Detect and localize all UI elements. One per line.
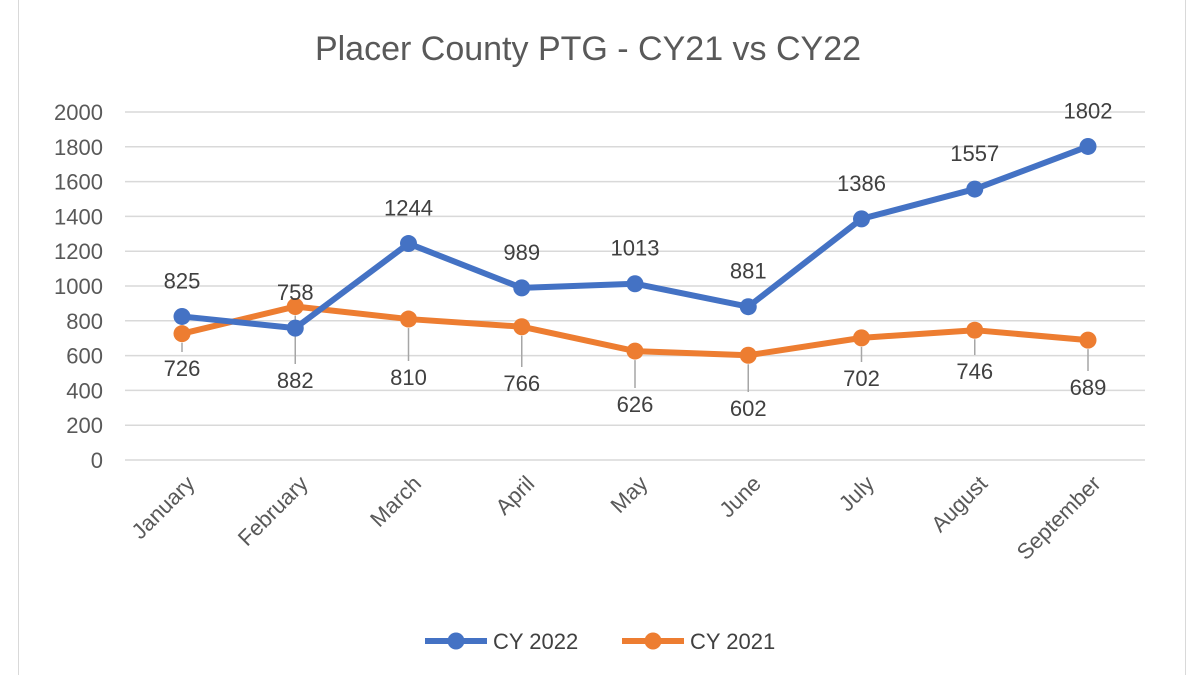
data-point [626,342,644,360]
data-label: 882 [277,368,314,393]
data-point [173,307,191,325]
y-tick-label: 2000 [54,100,103,125]
data-label: 1386 [837,171,886,196]
data-point [966,180,984,198]
data-point [1079,137,1097,155]
chart-title: Placer County PTG - CY21 vs CY22 [315,30,861,68]
y-axis: 0 200 400 600 800 1000 1200 1400 1600 1800 2000 [54,100,103,473]
legend: CY 2022 CY 2021 [425,629,775,654]
x-tick-label: April [490,471,539,520]
x-axis: January February March April May June July Augu… [127,471,1106,565]
data-label: 1557 [950,141,999,166]
legend-marker [644,632,662,650]
data-point [966,321,984,339]
x-tick-label: July [834,471,879,516]
x-tick-label: September [1012,471,1106,565]
data-label: 689 [1070,375,1107,400]
data-point [400,235,417,253]
data-point [739,298,757,316]
y-tick-label: 0 [91,448,103,473]
data-point [513,279,531,297]
data-label: 726 [164,356,201,381]
data-point [1079,331,1097,349]
y-tick-label: 1800 [54,135,103,160]
y-tick-label: 400 [66,378,103,403]
y-tick-label: 1600 [54,170,103,195]
data-label: 766 [503,371,540,396]
legend-item-cy-2021: CY 2021 [622,629,775,654]
y-tick-label: 1000 [54,274,103,299]
data-point [739,346,757,364]
data-label: 989 [503,240,540,265]
y-tick-label: 200 [66,413,103,438]
data-label: 810 [390,365,427,390]
data-point [626,275,644,293]
x-tick-label: June [714,471,765,522]
y-tick-label: 600 [66,344,103,369]
data-label: 758 [277,280,314,305]
data-label: 1802 [1064,98,1113,123]
legend-label: CY 2022 [493,629,578,654]
legend-item-cy-2022: CY 2022 [425,629,578,654]
legend-marker [447,632,465,650]
data-label: 881 [730,259,767,284]
data-point [853,210,870,228]
y-tick-label: 800 [66,309,103,334]
series-cy-2021 [173,298,1097,364]
data-point [513,318,531,336]
data-point [853,329,870,347]
data-label: 825 [164,268,201,293]
y-tick-label: 1200 [54,239,103,264]
x-tick-label: March [365,471,426,532]
series-cy-2022 [173,137,1097,337]
data-point [400,310,417,328]
series-layer [173,137,1097,364]
data-point [173,325,191,343]
data-label: 1244 [384,196,433,221]
data-point [286,298,304,316]
data-label: 746 [956,359,993,384]
legend-label: CY 2021 [690,629,775,654]
data-labels: 825 758 1244 989 1013 881 1386 1557 1802 726 882 81… [164,98,1113,421]
label-leader-lines [181,315,1089,392]
data-label: 702 [843,366,880,391]
data-label: 626 [617,392,654,417]
x-tick-label: February [233,471,313,551]
data-label: 1013 [611,236,660,261]
data-point [286,319,304,337]
y-tick-label: 1400 [54,204,103,229]
x-tick-label: May [605,471,652,518]
data-label: 602 [730,396,767,421]
x-tick-label: January [127,471,200,544]
x-tick-label: August [926,471,992,537]
